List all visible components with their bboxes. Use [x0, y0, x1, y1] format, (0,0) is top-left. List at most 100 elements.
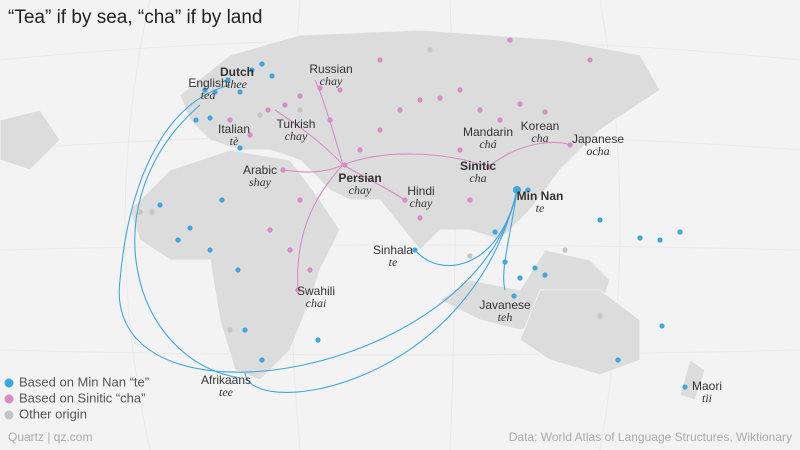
language-dot: [295, 287, 301, 293]
language-name: Italian: [218, 122, 250, 136]
language-word: te: [536, 201, 545, 215]
language-dot: [562, 247, 568, 253]
legend-label: Based on Min Nan “te”: [19, 374, 149, 389]
language-dot: [227, 117, 233, 123]
language-name: Sinhala: [373, 243, 413, 257]
language-dot: [467, 253, 473, 259]
language-dot: [412, 247, 418, 253]
language-dot: [597, 217, 603, 223]
language-word: tea: [201, 88, 216, 102]
language-dot: [532, 265, 538, 271]
language-dot: [149, 209, 155, 215]
language-dot: [265, 107, 271, 113]
language-dot: [297, 197, 303, 203]
language-dot: [597, 313, 603, 319]
language-dot: [219, 197, 225, 203]
language-dot: [659, 323, 665, 329]
language-dot: [377, 57, 383, 63]
source: Data: World Atlas of Language Structures…: [509, 430, 792, 444]
language-dot: [237, 89, 243, 95]
language-dot: [249, 67, 255, 73]
language-dot: [327, 117, 333, 123]
language-word: chay: [349, 183, 372, 197]
language-dot: [287, 247, 293, 253]
language-word: chay: [285, 129, 308, 143]
language-name: Mandarin: [463, 125, 513, 139]
language-dot: [492, 229, 498, 235]
language-name: Arabic: [243, 163, 277, 177]
language-dot: [377, 127, 383, 133]
language-word: cha: [469, 171, 486, 185]
language-dot: [157, 202, 163, 208]
language-dot: [225, 77, 231, 83]
language-dot: [237, 145, 243, 151]
language-dot: [517, 275, 523, 281]
language-name: Dutch: [220, 65, 254, 79]
language-dot: [502, 259, 508, 265]
language-word: te: [389, 255, 398, 269]
legend-label: Based on Sinitic “cha”: [19, 390, 145, 405]
language-dot: [212, 89, 218, 95]
language-dot: [497, 117, 503, 123]
language-dot: [427, 47, 433, 53]
language-dot: [682, 384, 688, 390]
language-dot: [337, 87, 343, 93]
language-dot: [317, 85, 323, 91]
language-word: thee: [227, 77, 248, 91]
language-dot: [247, 132, 253, 138]
language-word: chá: [479, 137, 496, 151]
language-dot: [297, 93, 303, 99]
language-dot: [175, 237, 181, 243]
language-word: tii: [702, 391, 712, 405]
language-name: Japanese: [572, 132, 624, 146]
language-dot: [269, 73, 275, 79]
language-word: tee: [219, 385, 234, 399]
language-dot: [637, 235, 643, 241]
language-dot: [513, 186, 521, 194]
language-name: Sinitic: [460, 159, 496, 173]
language-dot: [259, 61, 265, 67]
language-dot: [280, 167, 286, 173]
language-dot: [207, 247, 213, 253]
language-word: teh: [498, 310, 513, 324]
language-dot: [187, 225, 193, 231]
language-name: English: [188, 76, 227, 90]
language-name: Hindi: [407, 184, 434, 198]
language-dot: [315, 337, 321, 343]
language-dot: [235, 267, 241, 273]
language-dot: [137, 209, 143, 215]
language-name: Javanese: [479, 298, 531, 312]
legend-swatch: [4, 378, 14, 388]
language-name: Swahili: [297, 284, 335, 298]
language-dot: [507, 37, 513, 43]
language-dot: [517, 101, 523, 107]
language-dot: [307, 267, 313, 273]
language-word: ocha: [586, 144, 609, 158]
language-name: Min Nan: [517, 189, 564, 203]
language-word: shay: [249, 175, 272, 189]
language-dot: [202, 87, 208, 93]
language-dot: [477, 107, 483, 113]
language-name: Russian: [309, 62, 352, 76]
legend-swatch: [4, 394, 14, 404]
language-dot: [615, 357, 621, 363]
language-name: Maori: [692, 379, 722, 393]
legend-label: Other origin: [19, 406, 87, 421]
language-dot: [207, 115, 213, 121]
language-dot: [259, 357, 265, 363]
language-dot: [677, 229, 683, 235]
language-dot: [397, 107, 403, 113]
language-dot: [437, 95, 443, 101]
language-dot: [342, 162, 348, 168]
language-name: Korean: [521, 119, 560, 133]
language-dots: [137, 37, 688, 390]
language-dot: [525, 187, 531, 193]
language-dot: [267, 227, 273, 233]
language-dot: [417, 97, 423, 103]
language-dot: [457, 87, 463, 93]
language-name: Afrikaans: [201, 373, 251, 387]
language-word: chay: [320, 74, 343, 88]
language-dot: [402, 197, 408, 203]
language-word: chay: [410, 196, 433, 210]
